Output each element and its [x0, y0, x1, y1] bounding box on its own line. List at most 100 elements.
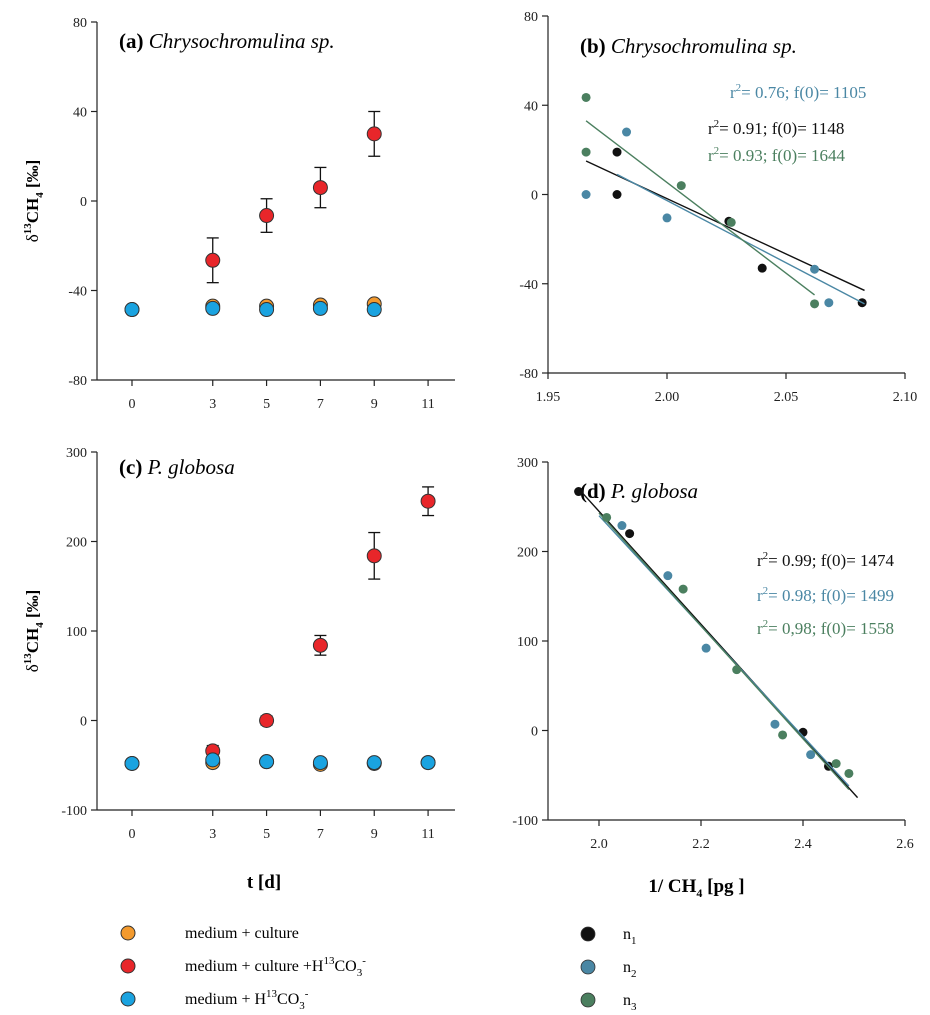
- data-point-medium_h13: [366, 755, 382, 771]
- legend-marker-n2: [580, 959, 596, 975]
- data-point-n3: [678, 584, 688, 594]
- x-axis-label: 1/ CH4 [pg ]: [648, 876, 744, 900]
- panel-title: (d) P. globosa: [580, 479, 698, 503]
- legend-replicates: n1 n2 n3: [580, 926, 637, 1013]
- data-point-medium_culture_h13: [259, 713, 275, 728]
- legend-marker-medium_culture: [120, 925, 136, 941]
- panel-organism: Chrysochromulina sp.: [144, 29, 335, 53]
- series-n3: [581, 92, 820, 309]
- panel-title: (a) Chrysochromulina sp.: [119, 29, 335, 53]
- legend-marker-medium_culture_h13: [120, 958, 136, 974]
- x-axis-label: t [d]: [247, 872, 281, 893]
- x-tick-label: 5: [263, 827, 270, 842]
- data-point-n3: [810, 299, 820, 309]
- y-tick-label: 200: [517, 546, 538, 561]
- y-tick-label: 80: [73, 16, 87, 31]
- data-point-medium_h13: [124, 302, 140, 318]
- panel-c-chart: -100 0 100 200 300 0 3 5 7 9 11 (c) P. globosa δ13CH…: [22, 446, 455, 893]
- data-point-medium_h13: [366, 302, 382, 318]
- x-tick-label: 2.0: [590, 837, 608, 852]
- legend-label-medium_h13: medium + H13CO3-: [185, 988, 309, 1012]
- y-tick-label: -100: [512, 814, 538, 829]
- data-point-n1: [574, 487, 584, 497]
- panel-d-chart: -100 0 100 200 300 2.0 2.2 2.4 2.6 (d) P. globosa…: [512, 456, 913, 900]
- series-medium_culture_h13: [205, 486, 436, 759]
- data-point-n3: [778, 730, 788, 740]
- x-tick-label: 11: [421, 397, 434, 412]
- x-tick-label: 7: [317, 827, 324, 842]
- data-point-medium_h13: [420, 755, 436, 771]
- data-point-medium_h13: [205, 300, 221, 316]
- panel-label: (c): [119, 455, 142, 479]
- y-tick-label: -40: [519, 278, 538, 293]
- data-point-n2: [810, 264, 820, 274]
- data-point-n2: [622, 127, 632, 137]
- x-tick-label: 2.05: [774, 390, 799, 405]
- fit-line-n1: [580, 491, 859, 799]
- data-point-n2: [662, 213, 672, 223]
- data-point-n3: [726, 217, 736, 227]
- data-point-medium_culture_h13: [312, 180, 328, 196]
- panel-organism: P. globosa: [606, 479, 698, 503]
- legend-label-n3: n3: [623, 992, 637, 1013]
- data-point-n2: [581, 190, 591, 199]
- data-point-n3: [581, 92, 591, 102]
- y-tick-label: -100: [61, 804, 87, 819]
- data-point-medium_culture_h13: [420, 493, 436, 509]
- data-point-n2: [617, 521, 627, 531]
- x-tick-label: 3: [209, 397, 216, 412]
- fit-stat-n1: r2= 0.91; f(0)= 1148: [708, 118, 844, 138]
- data-point-medium_culture_h13: [366, 548, 382, 564]
- data-point-medium_culture_h13: [205, 252, 221, 268]
- series-n1: [574, 487, 859, 799]
- data-point-n3: [732, 665, 742, 675]
- data-point-n1: [625, 529, 635, 539]
- fit-stat-n2: r2= 0.98; f(0)= 1499: [757, 585, 894, 605]
- panel-label: (a): [119, 29, 144, 53]
- x-tick-label: 7: [317, 397, 324, 412]
- y-tick-label: -80: [519, 367, 538, 382]
- legend-treatments: medium + culture medium + culture +H13CO3…: [120, 925, 366, 1012]
- x-tick-label: 3: [209, 827, 216, 842]
- data-point-n2: [824, 298, 834, 308]
- x-tick-label: 0: [128, 397, 135, 412]
- legend-label-medium_culture_h13: medium + culture +H13CO3-: [185, 955, 366, 979]
- legend-label-n1: n1: [623, 926, 637, 947]
- series-medium_culture: [124, 296, 382, 318]
- data-point-n2: [770, 719, 780, 729]
- data-point-medium_h13: [312, 755, 328, 771]
- data-point-n3: [602, 512, 612, 522]
- data-point-medium_h13: [259, 302, 275, 318]
- panel-label: (b): [580, 34, 606, 58]
- legend-label-n2: n2: [623, 959, 637, 980]
- data-point-n3: [581, 147, 591, 157]
- data-point-n1: [612, 190, 622, 199]
- y-tick-label: 100: [517, 635, 538, 650]
- panel-b-chart: -80 -40 0 40 80 1.95 2.00 2.05 2.10 (b) Chrysochr…: [519, 10, 917, 405]
- data-point-n3: [831, 759, 841, 769]
- data-point-n1: [612, 147, 622, 157]
- x-tick-label: 2.2: [692, 837, 710, 852]
- x-tick-label: 2.00: [655, 390, 680, 405]
- fit-stat-n1: r2= 0.99; f(0)= 1474: [757, 550, 895, 570]
- data-point-n3: [844, 768, 854, 778]
- series-n3: [598, 512, 854, 791]
- data-point-medium_h13: [312, 300, 328, 316]
- x-tick-label: 2.6: [896, 837, 914, 852]
- data-point-medium_culture_h13: [259, 208, 275, 224]
- y-axis-label: δ13CH4 [‰]: [22, 590, 46, 673]
- panel-organism: P. globosa: [142, 455, 234, 479]
- x-tick-label: 11: [421, 827, 434, 842]
- data-point-n2: [663, 571, 673, 581]
- data-point-medium_h13: [205, 752, 221, 768]
- y-axis-label: δ13CH4 [‰]: [22, 160, 46, 243]
- x-tick-label: 0: [128, 827, 135, 842]
- y-tick-label: 80: [524, 10, 538, 25]
- data-point-n3: [676, 181, 686, 191]
- fit-line-n3: [598, 512, 850, 791]
- x-tick-label: 2.4: [794, 837, 812, 852]
- y-tick-label: -80: [68, 374, 87, 389]
- data-point-medium_h13: [259, 754, 275, 770]
- y-tick-label: 100: [66, 625, 87, 640]
